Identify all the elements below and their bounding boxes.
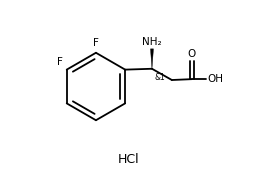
Text: F: F [93, 38, 99, 48]
Text: &1: &1 [155, 73, 165, 82]
Text: OH: OH [207, 74, 223, 84]
Text: F: F [57, 57, 62, 67]
Text: O: O [188, 49, 196, 59]
Text: NH₂: NH₂ [142, 37, 162, 47]
Text: HCl: HCl [118, 153, 140, 166]
Polygon shape [151, 49, 154, 69]
